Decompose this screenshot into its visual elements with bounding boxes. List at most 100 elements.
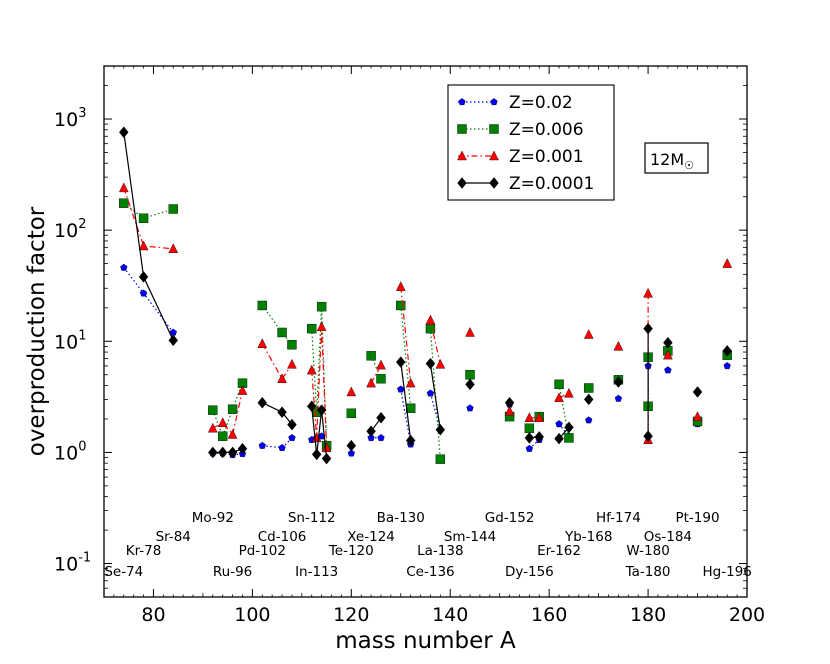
data-point [564,387,574,398]
data-point [168,243,179,253]
data-point [435,358,446,369]
isotope-label: Se-74 [104,564,143,580]
mass-annotation-box [644,142,709,174]
isotope-label: Sm-144 [444,529,496,545]
isotope-label: Gd-152 [485,510,535,526]
data-point [366,351,376,361]
legend-marker [489,124,499,134]
data-point [138,213,149,223]
data-point [534,431,545,443]
data-point [664,366,672,374]
data-point [504,405,515,416]
data-point [306,364,317,375]
isotope-label: Kr-78 [126,543,162,559]
plot-frame [103,65,748,598]
series-line [262,402,293,425]
data-point [583,329,594,339]
data-point [257,338,268,348]
series-line [212,452,243,456]
series-line [212,448,243,453]
data-point [119,126,129,139]
data-point [435,454,446,464]
isotope-label: Hg-196 [703,564,752,580]
mass-annotation: 12M☉ [644,142,709,174]
x-tick-label: 160 [531,604,567,626]
data-point [376,411,386,424]
data-point [208,446,218,459]
series-line [311,326,328,448]
series-line [311,406,328,459]
data-point [316,321,327,332]
data-point [168,204,178,214]
data-point [643,430,653,442]
data-point [287,358,297,369]
y-tick-label: 102 [54,217,86,242]
legend-marker [489,177,499,189]
data-point [277,406,287,419]
series-Z00001 [119,126,732,465]
legend-marker [457,177,467,189]
isotope-label: Ru-96 [213,564,252,580]
data-point [425,314,436,325]
data-point [663,336,673,349]
isotope-label: Hf-174 [596,510,641,526]
data-point [138,271,149,283]
y-tick-label: 100 [54,439,86,464]
data-point [277,373,287,383]
data-point [218,431,228,441]
data-point [119,198,129,208]
data-point [723,362,731,370]
data-point [257,396,268,409]
data-point [426,389,435,397]
isotope-label: Ta-180 [625,564,671,580]
y-tick-label: 101 [54,328,86,353]
mass-annotation-main: 12M [650,150,684,169]
data-point [316,301,327,312]
data-point [346,439,357,452]
data-point [504,396,515,409]
y-tick-label: 103 [54,106,86,131]
legend-label: Z=0.006 [509,120,584,140]
data-point [287,340,297,350]
mass-annotation-text: 12M☉ [650,150,694,172]
isotope-label: Pd-102 [239,543,286,559]
series-line [429,363,441,430]
data-point [585,416,593,424]
isotope-label: Sr-84 [156,529,191,545]
data-point [395,281,406,291]
legend-label: Z=0.02 [509,93,573,113]
legend: Z=0.02 Z=0.006 Z=0.001 Z=0.0001 [447,84,615,201]
series-line [400,362,412,441]
data-point [277,327,287,338]
isotope-label: Yb-168 [564,529,612,545]
series-line [262,437,293,449]
data-point [722,345,732,357]
sun-symbol: ☉ [684,159,694,172]
legend-marker [457,150,467,161]
data-point [465,370,475,380]
data-point [217,446,228,459]
series-line [429,319,441,365]
data-point [237,442,248,455]
isotope-label: Cd-106 [258,529,307,545]
isotope-label: Os-184 [644,529,692,545]
isotope-label: La-138 [417,543,463,559]
data-point [367,434,375,441]
series-Z0006 [119,198,732,464]
series-line [123,132,174,341]
data-point [306,400,317,413]
data-point [377,434,385,441]
data-point [346,408,357,418]
y-axis-title: overproduction factor [24,206,50,456]
isotope-label: Ce-136 [406,564,454,580]
data-point [405,434,416,447]
data-point [257,300,267,311]
data-point [524,423,535,433]
legend-marker [458,98,466,106]
data-point [613,340,624,351]
data-point [583,393,594,406]
isotope-label: Sn-112 [288,510,336,526]
data-point [288,434,296,441]
isotope-label: Te-120 [328,543,374,559]
isotope-label: Xe-124 [347,529,395,545]
